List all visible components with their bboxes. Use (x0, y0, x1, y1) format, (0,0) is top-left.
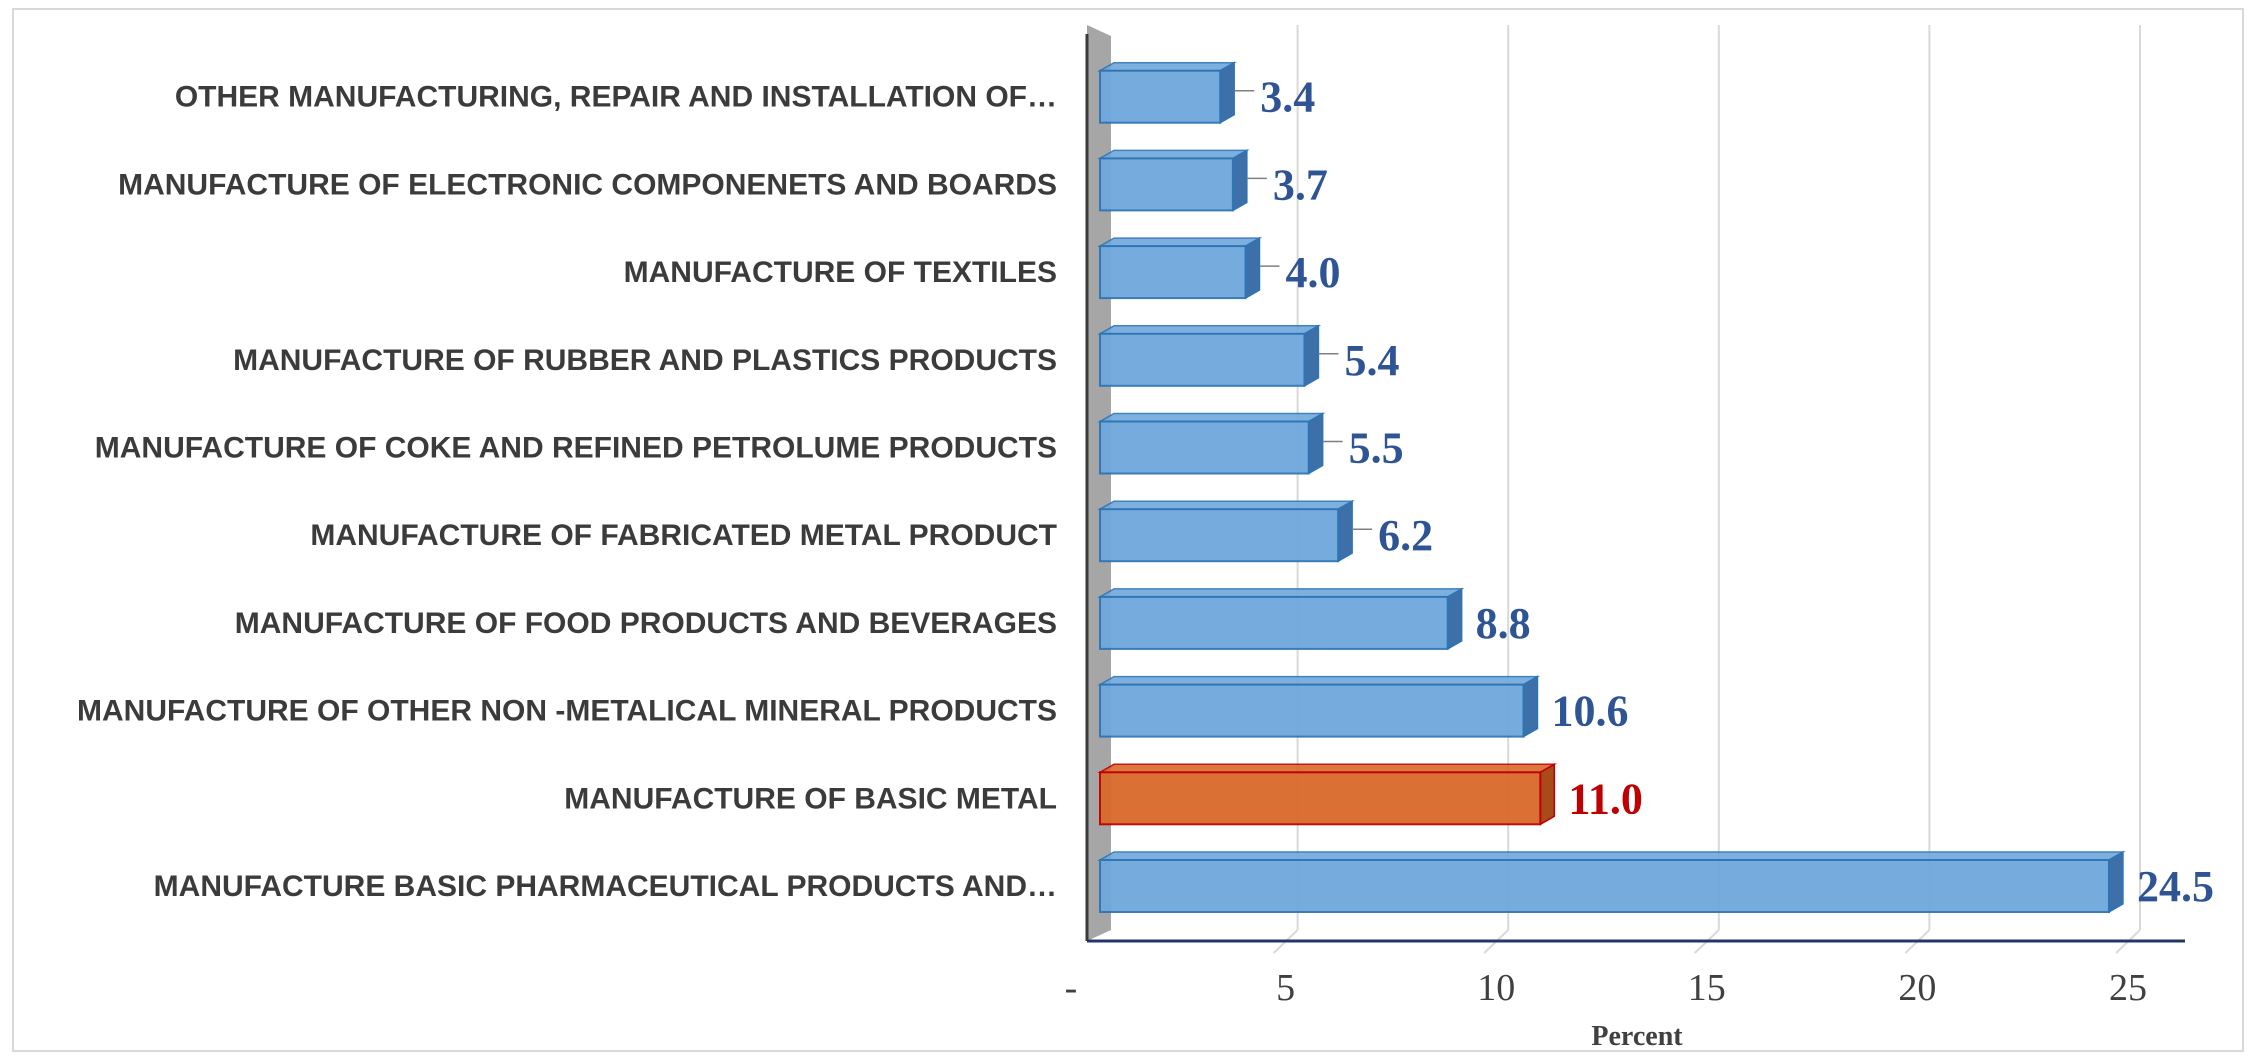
bar (1099, 69, 1222, 124)
data-label: 5.5 (1349, 424, 1404, 473)
data-label: 24.5 (2137, 862, 2214, 911)
category-label: MANUFACTURE OF FOOD PRODUCTS AND BEVERAG… (235, 607, 1057, 640)
bar (1099, 683, 1525, 738)
bar-top-face (1097, 588, 1465, 598)
bar-side-face (1539, 763, 1556, 826)
bar-top-face (1097, 675, 1541, 686)
data-label: 10.6 (1551, 687, 1628, 736)
bar (1099, 420, 1310, 475)
bar-side-face (1337, 499, 1353, 563)
x-axis-title: Percent (1591, 1021, 1683, 1052)
data-label: 3.7 (1273, 160, 1328, 209)
category-label: OTHER MANUFACTURING, REPAIR AND INSTALLA… (175, 81, 1057, 114)
category-label: MANUFACTURE OF OTHER NON -METALICAL MINE… (77, 695, 1057, 728)
bar-top-face (1097, 851, 2126, 861)
category-label: MANUFACTURE OF FABRICATED METAL PRODUCT (310, 519, 1057, 552)
bar-side-face (1446, 587, 1463, 651)
category-label: MANUFACTURE OF TEXTILES (624, 256, 1057, 289)
bar-side-face (1219, 61, 1235, 124)
category-label: MANUFACTURE BASIC PHARMACEUTICAL PRODUCT… (154, 870, 1057, 903)
bar (1099, 245, 1247, 300)
x-tick-label: 25 (2109, 967, 2147, 1009)
bar (1099, 771, 1542, 826)
bar-side-face (1307, 412, 1324, 475)
bar-top-face (1097, 325, 1322, 335)
data-label: 11.0 (1568, 774, 1643, 823)
bar-top-face (1097, 763, 1558, 774)
bar-side-face (2108, 850, 2124, 914)
bar (1099, 595, 1449, 650)
bar-top-face (1097, 500, 1355, 510)
bar (1099, 157, 1234, 212)
bar-side-face (1522, 675, 1539, 738)
category-label: MANUFACTURE OF RUBBER AND PLASTICS PRODU… (233, 344, 1057, 377)
bar-top-face (1097, 237, 1263, 247)
x-tick-label: 10 (1477, 967, 1515, 1009)
x-tick-label: 15 (1688, 967, 1726, 1009)
bar-side-face (1244, 236, 1261, 300)
bar (1099, 859, 2110, 913)
bar-side-face (1303, 324, 1320, 388)
bar-top-face (1097, 61, 1238, 72)
data-label: 6.2 (1378, 511, 1433, 560)
data-label: 8.8 (1476, 599, 1531, 648)
bar (1099, 508, 1340, 563)
category-label: MANUFACTURE OF BASIC METAL (564, 782, 1057, 815)
data-label: 3.4 (1260, 73, 1315, 122)
data-label: 5.4 (1344, 336, 1399, 385)
x-tick-label: 20 (1898, 967, 1936, 1009)
category-label: MANUFACTURE OF COKE AND REFINED PETROLUM… (95, 432, 1057, 465)
category-label: MANUFACTURE OF ELECTRONIC COMPONENETS AN… (118, 168, 1057, 201)
x-tick-label: - (1065, 967, 1078, 1009)
bar-top-face (1097, 412, 1326, 423)
data-label: 4.0 (1285, 248, 1340, 297)
bar-top-face (1097, 149, 1250, 160)
bar-side-face (1232, 149, 1248, 212)
bar (1099, 332, 1306, 387)
x-tick-label: 5 (1276, 967, 1295, 1009)
